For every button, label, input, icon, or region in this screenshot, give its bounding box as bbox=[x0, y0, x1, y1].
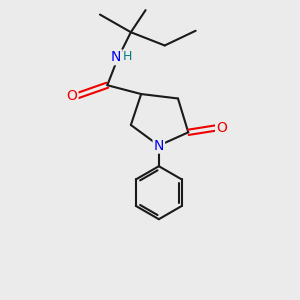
Text: H: H bbox=[123, 50, 133, 63]
Text: N: N bbox=[154, 139, 164, 153]
Text: O: O bbox=[216, 121, 227, 135]
Text: N: N bbox=[111, 50, 121, 64]
Text: O: O bbox=[67, 88, 77, 103]
